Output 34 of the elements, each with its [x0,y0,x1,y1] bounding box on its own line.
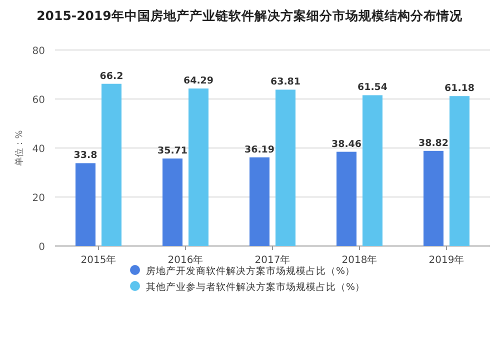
bar [76,163,96,246]
x-tick-label: 2016年 [168,254,204,266]
chart-title: 2015-2019年中国房地产产业链软件解决方案细分市场规模结构分布情况 [36,8,464,23]
x-tick-label: 2015年 [80,254,116,266]
bar [188,88,208,246]
y-tick-label: 40 [32,144,45,155]
data-label: 64.29 [183,75,214,86]
data-label: 61.18 [444,83,475,94]
bar [250,157,270,246]
data-label: 61.54 [357,82,388,94]
bar [102,84,122,246]
y-tick-label: 20 [32,193,45,204]
data-label: 63.81 [270,76,301,88]
bar [336,152,356,246]
bar [362,95,382,246]
x-tick-label: 2018年 [342,254,378,266]
y-tick-label: 60 [32,95,45,106]
data-label: 36.19 [244,144,275,156]
data-label: 33.8 [74,150,98,162]
data-label: 35.71 [157,146,188,157]
legend-label: 其他产业参与者软件解决方案市场规模占比（%） [146,281,366,293]
x-tick-label: 2017年 [254,254,290,266]
y-axis-title: 单位：% [14,130,25,166]
data-label: 38.82 [418,138,449,149]
data-label: 38.46 [331,138,362,150]
y-tick-label: 80 [32,46,45,57]
legend-label: 房地产开发商软件解决方案市场规模占比（%） [146,265,356,277]
bar [424,150,444,246]
bar [450,96,470,246]
bar [276,90,296,246]
bar [162,158,182,246]
data-label: 66.2 [100,70,124,82]
y-tick-label: 0 [38,242,45,253]
x-tick-label: 2019年 [428,254,464,266]
